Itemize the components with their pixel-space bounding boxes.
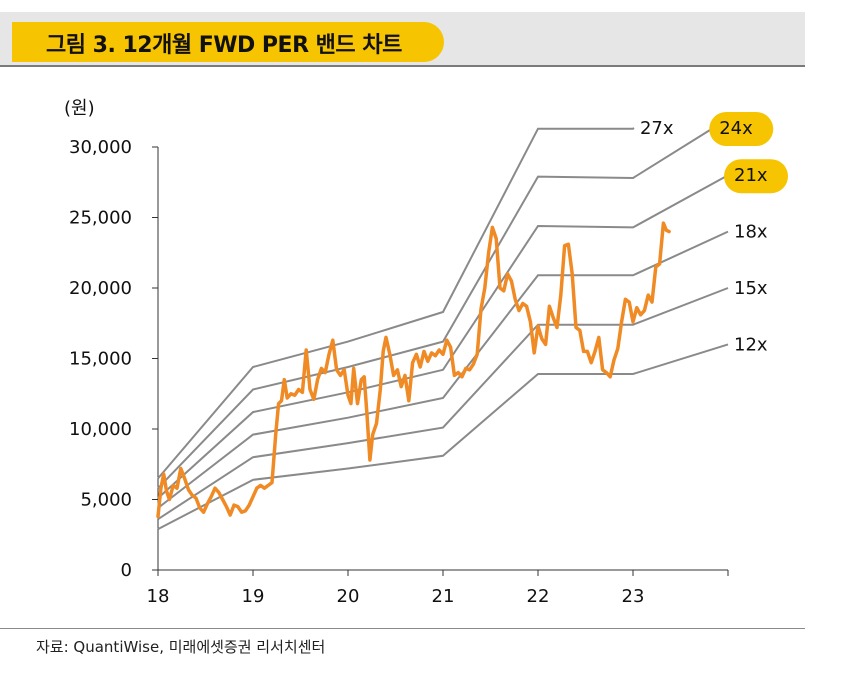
- x-tick-label: 21: [432, 586, 455, 607]
- band-label-highlight: [724, 159, 788, 194]
- y-tick-label: 30,000: [69, 137, 132, 158]
- band-label-24x: 24x: [719, 118, 753, 139]
- x-tick-label: 22: [527, 586, 550, 607]
- price-line: [156, 221, 671, 519]
- footer-rule: [0, 628, 805, 629]
- y-tick-label: 5,000: [80, 490, 132, 511]
- price-series: [156, 221, 671, 519]
- y-tick-label: 25,000: [69, 208, 132, 229]
- band-label-27x: 27x: [640, 118, 674, 139]
- header-rule: [0, 65, 805, 67]
- per-band-lines: [157, 127, 729, 530]
- y-tick-label: 10,000: [69, 419, 132, 440]
- x-tick-label: 23: [622, 586, 645, 607]
- band-line-18x: [157, 230, 729, 509]
- band-labels: 12x 15x 18x 21x 24x 27x: [640, 112, 788, 355]
- band-label-15x: 15x: [734, 278, 768, 299]
- band-label-21x: 21x: [734, 165, 768, 186]
- source-note: 자료: QuantiWise, 미래에셋증권 리서치센터: [36, 638, 326, 656]
- y-tick-label: 20,000: [69, 278, 132, 299]
- title-pill: [12, 22, 444, 62]
- band-label-12x: 12x: [734, 334, 768, 355]
- figure-title: 그림 3. 12개월 FWD PER 밴드 차트: [46, 33, 402, 58]
- y-tick-label: 15,000: [69, 349, 132, 370]
- band-line-15x: [157, 287, 729, 521]
- band-line-24x: [157, 127, 714, 489]
- band-label-18x: 18x: [734, 222, 768, 243]
- band-line-21x: [157, 174, 729, 499]
- x-tick-label: 20: [337, 586, 360, 607]
- band-line-27x: [157, 127, 635, 480]
- x-tick-label: 19: [242, 586, 265, 607]
- y-tick-label: 0: [121, 560, 132, 581]
- band-label-highlight: [709, 112, 774, 146]
- y-axis-unit-label: (원): [64, 98, 95, 119]
- x-tick-label: 18: [147, 586, 170, 607]
- chart-axes: 0 5,000 10,000 15,000 20,000 25,000 30,000 (원) 1…: [64, 98, 729, 607]
- band-line-12x: [157, 343, 729, 530]
